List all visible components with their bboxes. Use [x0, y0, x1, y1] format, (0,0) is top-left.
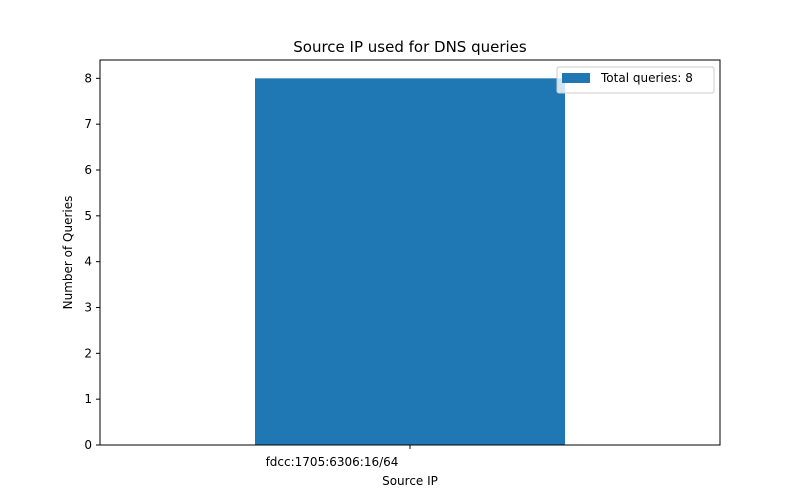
legend: Total queries: 8 — [556, 66, 715, 94]
y-tick-label: 5 — [84, 209, 92, 223]
legend-swatch — [562, 73, 590, 83]
x-tick-label: fdcc:1705:6306:16/64 — [266, 455, 399, 469]
y-tick-label: 0 — [84, 438, 92, 452]
legend-entry: Total queries: 8 — [600, 71, 693, 85]
y-axis-label: Number of Queries — [61, 196, 75, 310]
y-tick-label: 6 — [84, 163, 92, 177]
y-tick-label: 4 — [84, 255, 92, 269]
y-tick-label: 1 — [84, 392, 92, 406]
legend-box — [556, 66, 715, 94]
y-tick-label: 3 — [84, 301, 92, 315]
chart-title: Source IP used for DNS queries — [293, 38, 527, 56]
y-tick-label: 2 — [84, 346, 92, 360]
y-axis: 0 1 2 3 4 5 6 7 8 — [84, 71, 100, 452]
x-axis-label: Source IP — [382, 474, 438, 488]
plot-area — [255, 78, 565, 445]
x-axis: fdcc:1705:6306:16/64 — [266, 445, 411, 469]
bar — [255, 78, 565, 445]
y-tick-label: 7 — [84, 117, 92, 131]
y-tick-label: 8 — [84, 71, 92, 85]
